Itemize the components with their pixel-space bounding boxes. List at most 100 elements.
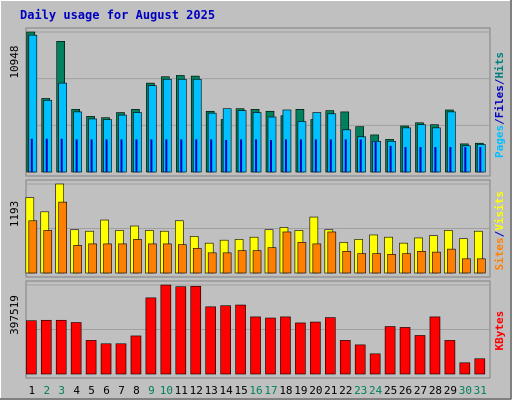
bar-sites <box>342 251 352 274</box>
legend-entry: Files <box>493 85 506 118</box>
bar-sites <box>462 258 471 274</box>
bar-sites <box>432 251 441 274</box>
legend-entry: Sites <box>493 237 506 270</box>
bar-kbytes <box>205 306 216 375</box>
x-tick-label: 18 <box>279 384 292 397</box>
bar-pages <box>210 139 213 172</box>
x-tick-label: 31 <box>474 384 487 397</box>
bar-kbytes <box>384 326 396 375</box>
bar-sites <box>88 243 97 274</box>
bar-sites <box>43 230 53 274</box>
bar-kbytes <box>160 284 172 375</box>
x-tick-label: 7 <box>118 384 125 397</box>
x-tick-label: 20 <box>309 384 322 397</box>
x-tick-label: 14 <box>220 384 234 397</box>
bar-kbytes <box>55 319 67 375</box>
x-tick-label: 11 <box>175 384 188 397</box>
x-tick-label: 10 <box>160 384 173 397</box>
x-tick-label: 21 <box>324 384 337 397</box>
x-tick-label: 4 <box>73 384 80 397</box>
bar-sites <box>327 231 337 274</box>
bar-sites <box>417 251 426 274</box>
x-tick-label: 2 <box>43 384 50 397</box>
bar-pages <box>255 139 258 172</box>
legend-entry: / <box>493 230 506 237</box>
bar-pages <box>30 138 33 172</box>
bar-pages <box>299 139 302 172</box>
bar-sites <box>372 253 381 274</box>
x-tick-label: 17 <box>264 384 277 397</box>
x-tick-label: 13 <box>205 384 218 397</box>
legend-entry: Visits <box>493 191 506 231</box>
x-tick-label: 29 <box>444 384 457 397</box>
bar-pages <box>180 139 183 172</box>
bar-kbytes <box>280 316 291 375</box>
panel-visits_sites: 1193 Sites/Visits <box>8 179 506 278</box>
bar-pages <box>90 139 93 172</box>
bar-pages <box>120 139 123 172</box>
x-tick-label: 27 <box>414 384 427 397</box>
bar-sites <box>387 254 396 274</box>
bar-pages <box>479 147 482 172</box>
bar-kbytes <box>324 317 336 375</box>
x-tick-label: 8 <box>133 384 140 397</box>
bar-sites <box>282 231 292 274</box>
chart-panels: 10948Pages/Files/Hits1193Sites/Visits397… <box>8 27 506 379</box>
x-tick-label: 23 <box>354 384 367 397</box>
bar-kbytes <box>474 358 486 375</box>
bar-kbytes <box>175 286 187 375</box>
legend-entry: KBytes <box>493 311 506 351</box>
bar-kbytes <box>115 343 127 375</box>
legend-entry: / <box>493 118 506 125</box>
bar-kbytes <box>369 353 381 375</box>
bar-kbytes <box>145 297 157 375</box>
legend: Sites/Visits <box>493 191 506 271</box>
bar-sites <box>207 252 217 274</box>
bar-pages <box>359 139 362 172</box>
bar-kbytes <box>399 327 411 375</box>
bar-sites <box>297 242 307 274</box>
bar-kbytes <box>414 335 426 375</box>
chart-title: Daily usage for August 2025 <box>20 8 215 22</box>
x-tick-label: 15 <box>234 384 247 397</box>
x-tick-label: 12 <box>190 384 203 397</box>
bar-sites <box>357 253 367 274</box>
bar-pages <box>225 140 228 172</box>
bar-sites <box>237 250 247 274</box>
bar-pages <box>195 139 198 172</box>
bar-pages <box>314 139 317 172</box>
x-tick-label: 25 <box>384 384 397 397</box>
bar-sites <box>73 245 82 274</box>
bar-pages <box>240 139 243 172</box>
bar-kbytes <box>190 285 202 375</box>
bar-sites <box>133 239 142 274</box>
bar-kbytes <box>220 305 231 375</box>
legend-entry: / <box>493 78 506 85</box>
bar-sites <box>222 252 232 274</box>
x-tick-label: 22 <box>339 384 352 397</box>
panel-kbytes: 397519 KBytes <box>8 280 506 379</box>
bar-pages <box>404 147 407 172</box>
bar-sites <box>267 247 277 274</box>
bar-sites <box>58 201 68 274</box>
bar-sites <box>148 243 157 274</box>
x-tick-label: 19 <box>294 384 307 397</box>
x-tick-label: 6 <box>103 384 110 397</box>
bar-sites <box>103 243 112 274</box>
bar-sites <box>118 243 127 274</box>
bar-sites <box>192 248 202 274</box>
bar-kbytes <box>85 340 97 375</box>
bar-sites <box>402 253 411 274</box>
bar-kbytes <box>100 343 112 375</box>
x-tick-label: 30 <box>459 384 472 397</box>
bar-kbytes <box>339 340 351 375</box>
bar-pages <box>45 138 48 172</box>
bar-kbytes <box>310 321 321 375</box>
bar-pages <box>150 139 153 172</box>
bar-sites <box>476 258 486 274</box>
bar-kbytes <box>265 317 276 375</box>
x-tick-label: 3 <box>58 384 65 397</box>
bar-sites <box>447 248 456 274</box>
